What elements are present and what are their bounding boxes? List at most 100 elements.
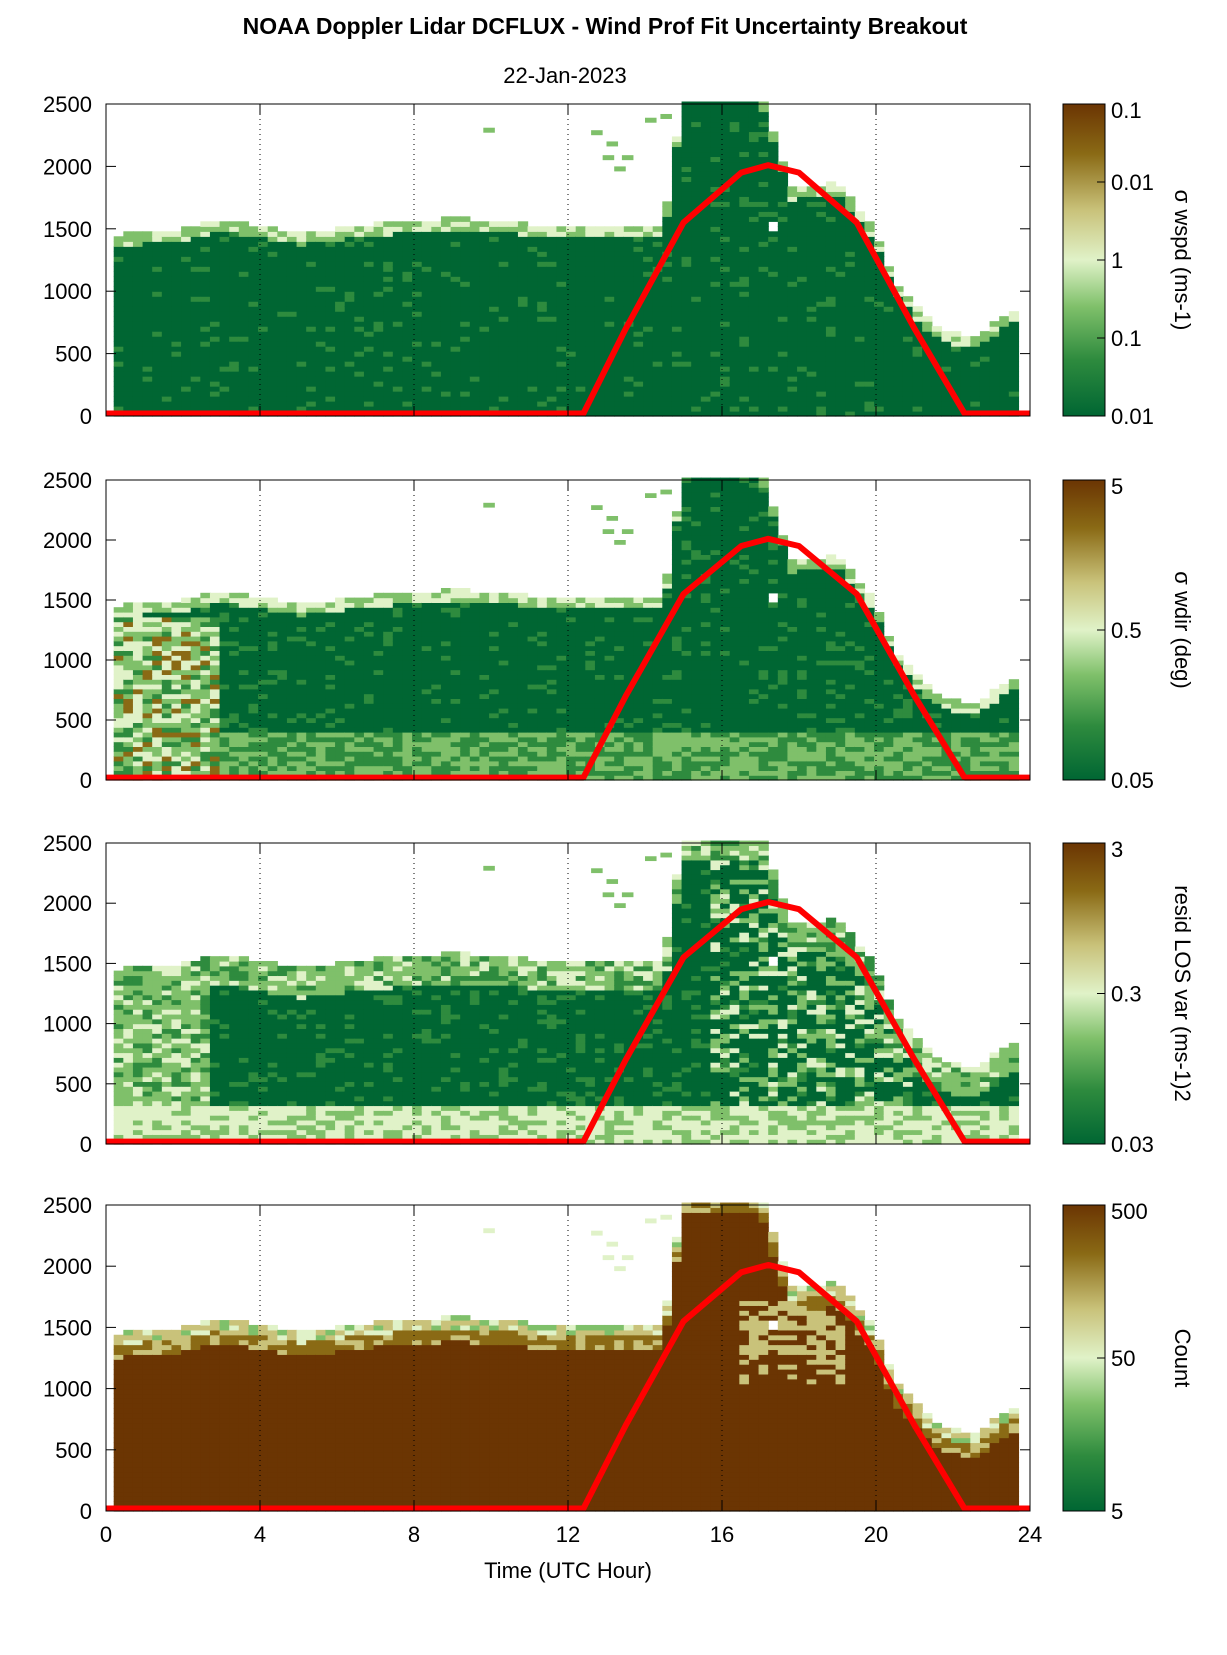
heatmap-cell	[421, 698, 432, 704]
heatmap-cell	[354, 281, 365, 287]
heatmap-cell	[383, 256, 394, 262]
heatmap-cell	[604, 341, 615, 347]
heatmap-cell	[700, 261, 712, 267]
heatmap-cell	[286, 301, 298, 307]
heatmap-cell	[816, 271, 827, 277]
heatmap-cell	[854, 266, 866, 272]
heatmap-cell	[238, 236, 250, 242]
heatmap-cell	[556, 351, 567, 357]
heatmap-cell	[643, 401, 654, 407]
heatmap-cell	[864, 221, 875, 227]
heatmap-cell	[479, 401, 490, 407]
heatmap-cell	[152, 396, 163, 402]
heatmap-cell	[181, 688, 192, 695]
heatmap-cell	[344, 693, 355, 699]
heatmap-cell	[190, 722, 201, 728]
heatmap-cell	[152, 607, 163, 613]
heatmap-cell	[373, 751, 384, 757]
heatmap-cell	[306, 346, 317, 352]
heatmap-cell	[373, 291, 384, 297]
heatmap-cell	[450, 401, 461, 407]
heatmap-cell	[806, 291, 817, 297]
heatmap-cell	[508, 276, 519, 282]
heatmap-cell	[363, 341, 375, 347]
heatmap-cell	[229, 401, 240, 407]
heatmap-cell	[219, 221, 230, 227]
heatmap-cell	[209, 381, 221, 387]
heatmap-cell	[777, 171, 789, 177]
heatmap-cell	[440, 226, 452, 232]
heatmap-cell	[344, 376, 355, 382]
heatmap-cell	[460, 311, 471, 317]
heatmap-cell	[219, 346, 230, 352]
heatmap-cell	[575, 246, 586, 252]
heatmap-cell	[575, 241, 586, 247]
heatmap-cell	[181, 612, 192, 618]
heatmap-cell	[748, 411, 760, 417]
heatmap-cell	[412, 703, 423, 709]
heatmap-cell	[498, 401, 509, 407]
heatmap-cell	[489, 356, 500, 362]
heatmap-cell	[123, 331, 134, 337]
heatmap-cell	[450, 336, 461, 342]
heatmap-cell	[1008, 366, 1020, 372]
heatmap-cell	[383, 406, 394, 412]
heatmap-cell	[835, 241, 846, 247]
heatmap-cell	[748, 321, 760, 327]
heatmap-cell	[132, 650, 144, 656]
heatmap-cell	[209, 722, 221, 728]
heatmap-cell	[546, 331, 558, 337]
heatmap-cell	[229, 351, 240, 357]
heatmap-cell	[363, 621, 375, 627]
heatmap-cell	[825, 261, 837, 267]
heatmap-cell	[421, 660, 432, 666]
heatmap-cell	[200, 391, 211, 397]
heatmap-cell	[258, 626, 269, 632]
heatmap-cell	[258, 376, 269, 382]
heatmap-cell	[123, 296, 134, 302]
heatmap-cell	[181, 336, 192, 342]
heatmap-cell	[623, 261, 635, 267]
heatmap-cell	[922, 366, 933, 372]
heatmap-cell	[691, 156, 702, 163]
heatmap-cell	[585, 261, 596, 267]
heatmap-cell	[392, 592, 404, 599]
heatmap-cell	[450, 386, 461, 392]
heatmap-cell	[825, 231, 837, 237]
heatmap-cell	[181, 736, 192, 743]
heatmap-cell	[546, 291, 558, 297]
heatmap-cell	[768, 296, 779, 302]
heatmap-cell	[421, 756, 432, 762]
heatmap-cell	[209, 679, 221, 685]
heatmap-cell	[258, 261, 269, 267]
heatmap-cell	[190, 396, 201, 402]
heatmap-cell	[132, 674, 144, 680]
heatmap-cell	[604, 271, 615, 277]
heatmap-cell	[113, 765, 124, 771]
heatmap-cell	[797, 271, 808, 277]
heatmap-cell	[402, 221, 413, 227]
heatmap-cell	[363, 376, 375, 382]
heatmap-cell	[797, 406, 808, 412]
heatmap-cell	[748, 151, 760, 158]
heatmap-cell	[825, 321, 837, 327]
heatmap-cell	[835, 211, 846, 217]
heatmap-cell	[335, 346, 346, 352]
heatmap-cell	[739, 211, 750, 217]
heatmap-cell	[248, 612, 259, 618]
heatmap-cell	[585, 241, 596, 247]
heatmap-cell	[922, 401, 933, 407]
heatmap-cell	[123, 660, 134, 666]
heatmap-cell	[720, 361, 731, 367]
heatmap-cell	[354, 712, 365, 719]
heatmap-cell	[527, 286, 538, 292]
heatmap-cell	[739, 366, 750, 372]
heatmap-cell	[614, 251, 625, 257]
heatmap-cell	[594, 256, 606, 262]
heatmap-cell	[797, 291, 808, 297]
heatmap-cell	[758, 306, 769, 312]
heatmap-cell	[267, 660, 278, 666]
heatmap-cell	[720, 396, 731, 402]
heatmap-cell	[623, 281, 635, 287]
heatmap-cell	[152, 602, 163, 608]
